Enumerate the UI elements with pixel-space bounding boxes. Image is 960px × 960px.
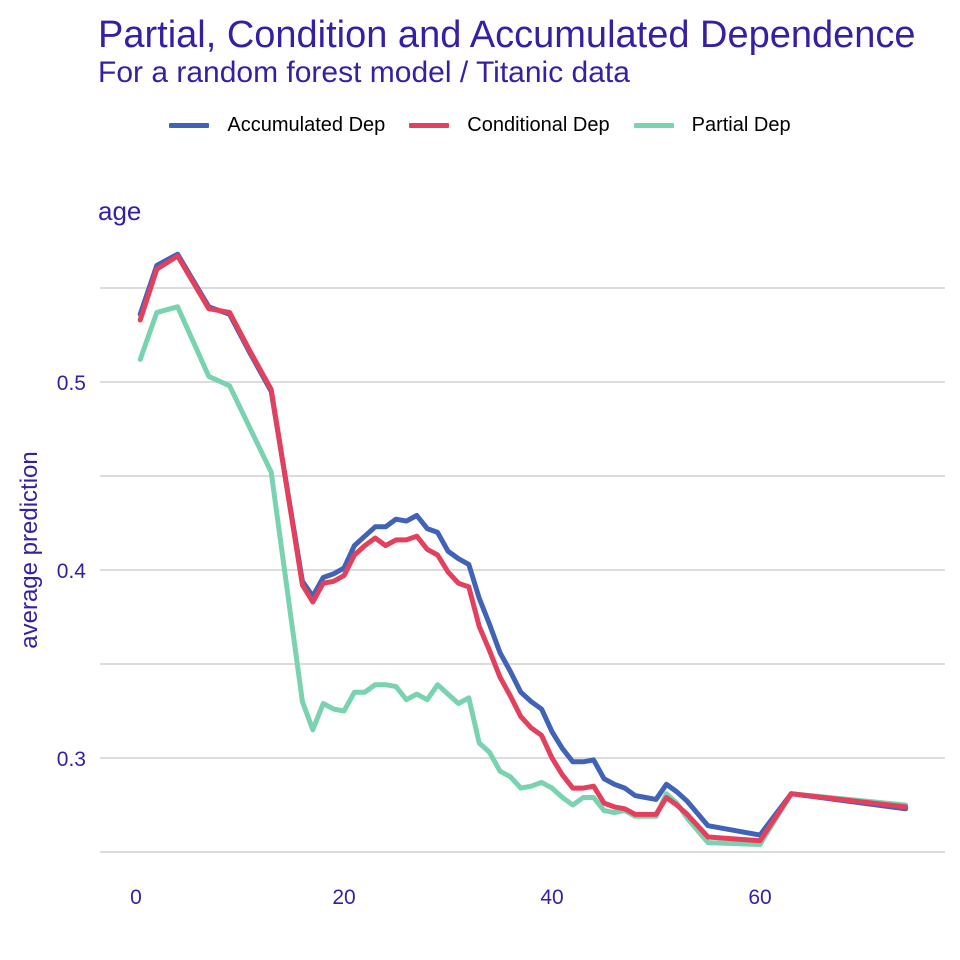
series-line-partial-dep — [137, 304, 909, 847]
gridlines — [100, 287, 945, 853]
legend-label-partial: Partial Dep — [691, 114, 791, 136]
y-tick-label-1: 0.4 — [57, 560, 87, 583]
legend-label-conditional: Conditional Dep — [467, 114, 610, 136]
x-tick-labels: 0 20 40 60 — [130, 886, 772, 909]
chart-subtitle: For a random forest model / Titanic data — [98, 56, 630, 89]
y-tick-labels: 0.3 0.4 0.5 — [57, 372, 87, 771]
x-tick-label-3: 60 — [748, 886, 771, 909]
legend: Accumulated Dep Conditional Dep Partial … — [0, 114, 960, 137]
series-lines — [137, 251, 909, 847]
legend-swatch-conditional — [409, 123, 450, 128]
legend-item-conditional: Conditional Dep — [409, 114, 610, 137]
series-line-accumulated-dep — [137, 251, 909, 838]
x-tick-label-2: 40 — [540, 886, 563, 909]
x-tick-label-1: 20 — [332, 886, 355, 909]
y-tick-label-2: 0.5 — [57, 372, 86, 395]
legend-item-accumulated: Accumulated Dep — [169, 114, 385, 137]
y-tick-label-0: 0.3 — [57, 748, 86, 771]
chart-title: Partial, Condition and Accumulated Depen… — [98, 14, 916, 56]
legend-label-accumulated: Accumulated Dep — [227, 114, 386, 136]
panel-title: age — [98, 196, 142, 226]
series-line-conditional-dep — [137, 253, 909, 844]
x-tick-label-0: 0 — [130, 886, 142, 909]
legend-swatch-partial — [633, 123, 674, 128]
legend-item-partial: Partial Dep — [633, 114, 791, 137]
legend-swatch-accumulated — [169, 123, 210, 128]
